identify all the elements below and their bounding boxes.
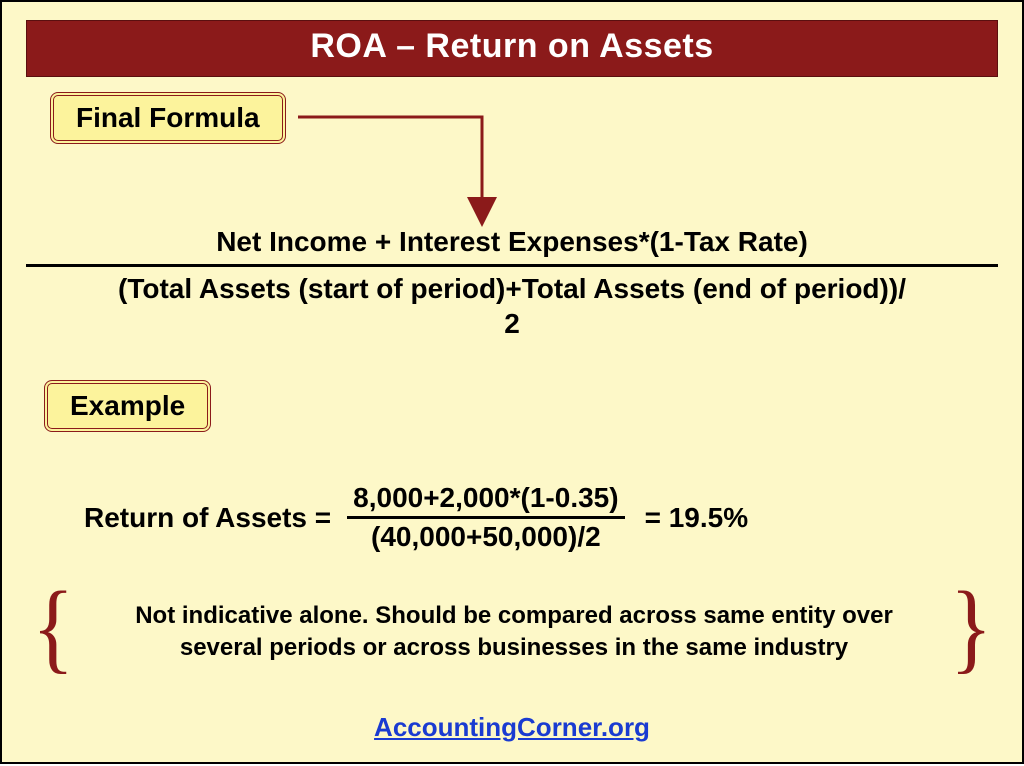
example-label: Example	[44, 380, 211, 432]
example-rhs: = 19.5%	[645, 502, 749, 534]
left-brace-icon: {	[32, 569, 74, 685]
example-calculation: Return of Assets = 8,000+2,000*(1-0.35) …	[84, 480, 748, 555]
example-lhs: Return of Assets =	[84, 502, 331, 534]
arrow-path	[298, 117, 482, 212]
main-formula: Net Income + Interest Expenses*(1-Tax Ra…	[26, 226, 998, 341]
note-text: Not indicative alone. Should be compared…	[108, 600, 920, 665]
example-fraction: 8,000+2,000*(1-0.35) (40,000+50,000)/2	[347, 480, 624, 555]
right-brace-icon: }	[950, 569, 992, 685]
formula-numerator: Net Income + Interest Expenses*(1-Tax Ra…	[26, 226, 998, 264]
formula-denominator: (Total Assets (start of period)+Total As…	[26, 267, 998, 341]
footer: AccountingCorner.org	[2, 712, 1022, 743]
example-label-text: Example	[70, 390, 185, 421]
example-denominator: (40,000+50,000)/2	[365, 519, 607, 555]
example-numerator: 8,000+2,000*(1-0.35)	[347, 480, 624, 516]
slide-container: ROA – Return on Assets Final Formula Net…	[0, 0, 1024, 764]
footer-link[interactable]: AccountingCorner.org	[374, 712, 650, 742]
